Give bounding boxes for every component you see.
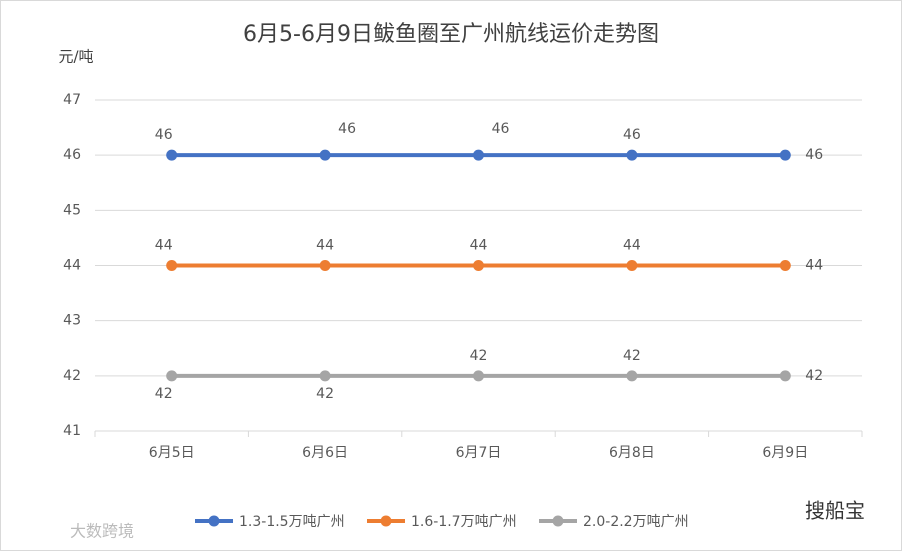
data-label: 46	[805, 147, 823, 163]
point	[473, 260, 484, 271]
data-label: 44	[316, 238, 334, 254]
watermark: 大数跨境	[70, 522, 134, 541]
x-tick-label: 6月6日	[302, 445, 348, 461]
x-tick-label: 6月9日	[762, 445, 808, 461]
legend-label: 1.6-1.7万吨广州	[411, 514, 517, 530]
x-tick-label: 6月8日	[609, 445, 655, 461]
point	[779, 370, 791, 382]
legend-marker	[552, 515, 564, 527]
y-tick-label: 43	[63, 313, 81, 329]
point	[473, 370, 484, 382]
y-tick-label: 42	[63, 368, 81, 384]
data-label: 42	[623, 348, 641, 364]
point	[166, 149, 178, 161]
data-label: 46	[623, 127, 641, 143]
data-label: 42	[805, 368, 823, 384]
x-tick-label: 6月7日	[456, 445, 502, 461]
legend-label: 1.3-1.5万吨广州	[239, 514, 345, 530]
point	[626, 149, 638, 161]
point	[779, 260, 791, 271]
point	[319, 370, 331, 382]
legend-marker	[208, 515, 220, 527]
data-label: 44	[155, 238, 173, 254]
y-tick-label: 45	[63, 202, 81, 218]
point	[319, 149, 331, 161]
data-label: 42	[316, 386, 334, 402]
point	[626, 370, 638, 382]
data-label: 46	[492, 121, 510, 137]
data-label: 42	[470, 348, 488, 364]
point	[626, 260, 638, 271]
data-label: 46	[155, 127, 173, 143]
data-label: 46	[338, 121, 356, 137]
data-label: 44	[470, 238, 488, 254]
point	[779, 149, 791, 161]
point	[473, 149, 484, 161]
point	[166, 260, 178, 271]
point	[166, 370, 178, 382]
y-tick-label: 46	[63, 147, 81, 163]
legend-marker	[380, 515, 392, 527]
data-label: 44	[623, 238, 641, 254]
x-tick-label: 6月5日	[149, 445, 195, 461]
legend-label: 2.0-2.2万吨广州	[583, 514, 689, 530]
y-axis-label: 元/吨	[58, 48, 93, 66]
data-label: 44	[805, 258, 823, 274]
y-tick-label: 41	[63, 423, 81, 439]
point	[319, 260, 331, 271]
chart-title: 6月5-6月9日鲅鱼圈至广州航线运价走势图	[243, 22, 659, 47]
watermark: 搜船宝	[805, 499, 865, 523]
data-label: 42	[155, 386, 173, 402]
y-tick-label: 47	[63, 92, 81, 108]
y-tick-label: 44	[63, 258, 81, 274]
